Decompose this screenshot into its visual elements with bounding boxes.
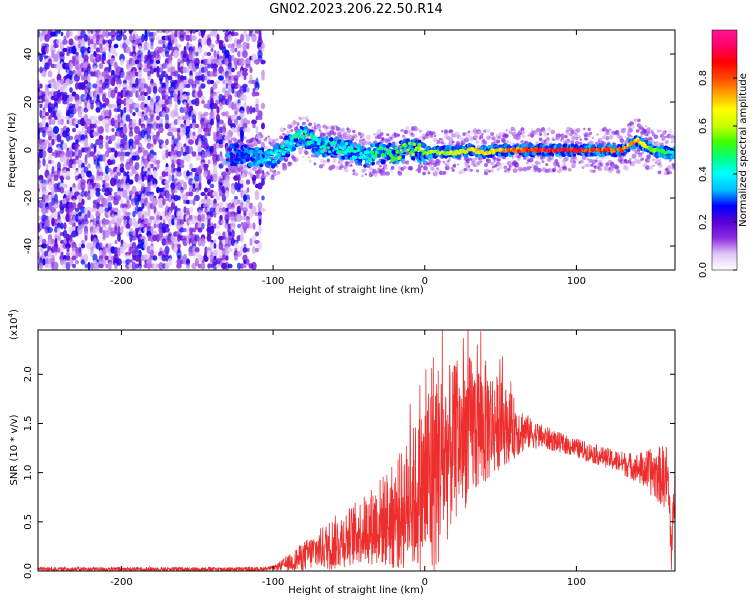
heatmap-y-tick-label: 20 xyxy=(23,96,34,109)
snr-multiplier-base: (x10 xyxy=(9,317,20,340)
snr-y-tick-label: 1.0 xyxy=(23,465,34,481)
snr-y-tick-label: 2.0 xyxy=(23,366,34,382)
colorbar-tick-label: 0.6 xyxy=(698,118,709,134)
colorbar-tick-label: 0.0 xyxy=(698,262,709,278)
heatmap-noise-cells xyxy=(38,30,266,270)
snr-x-tick-label: 100 xyxy=(567,577,586,588)
snr-x-tick-label: -100 xyxy=(262,577,285,588)
colorbar-tick-label: 0.4 xyxy=(698,166,709,182)
snr-y-tick-label: 0.5 xyxy=(23,514,34,530)
colorbar-gradient xyxy=(711,29,738,271)
heatmap-x-tick-label: 0 xyxy=(422,276,428,287)
snr-x-ticks: -200 -100 0 100 xyxy=(110,330,586,588)
colorbar-tick-label: 0.8 xyxy=(698,70,709,86)
colorbar-tick-label: 0.2 xyxy=(698,214,709,230)
snr-x-tick-label: 0 xyxy=(422,577,428,588)
chart-title: GN02.2023.206.22.50.R14 xyxy=(269,2,443,17)
snr-multiplier: (x104) xyxy=(7,309,20,340)
snr-frame xyxy=(37,329,676,572)
heatmap-xlabel: Height of straight line (km) xyxy=(288,285,424,296)
snr-xlabel: Height of straight line (km) xyxy=(288,585,424,596)
colorbar-ticks: 0.0 0.2 0.4 0.6 0.8 xyxy=(698,70,737,278)
heatmap-x-tick-label: -200 xyxy=(110,276,133,287)
snr-multiplier-exp: 4 xyxy=(7,312,15,317)
heatmap-y-tick-label: -40 xyxy=(23,238,34,254)
heatmap-y-tick-label: 40 xyxy=(23,48,34,61)
colorbar: 0.0 0.2 0.4 0.6 0.8 Normalized spectral ampl… xyxy=(698,29,749,278)
snr-y-ticks: 0.0 0.5 1.0 1.5 2.0 xyxy=(23,366,675,579)
snr-ylabel: SNR (10 * v/v) xyxy=(9,414,20,485)
heatmap-y-ticks: -40 -20 0 20 40 xyxy=(23,48,675,254)
snr-y-tick-label: 1.5 xyxy=(23,415,34,431)
snr-panel: -200 -100 0 100 0.0 0.5 1.0 1.5 2.0 Height of s… xyxy=(7,309,676,596)
colorbar-label: Normalized spectral amplitude xyxy=(738,73,749,227)
heatmap-y-tick-label: 0 xyxy=(23,147,34,153)
heatmap-x-tick-label: 100 xyxy=(567,276,586,287)
heatmap-ylabel: Frequency (Hz) xyxy=(7,112,18,188)
snr-y-tick-label: 0.0 xyxy=(23,563,34,579)
heatmap-x-tick-label: -100 xyxy=(262,276,285,287)
heatmap-x-ticks: -200 -100 0 100 xyxy=(110,30,586,287)
heatmap-ridge-cells xyxy=(225,116,675,181)
heatmap-y-tick-label: -20 xyxy=(23,190,34,206)
snr-x-tick-label: -200 xyxy=(110,577,133,588)
snr-multiplier-close: ) xyxy=(9,309,20,313)
